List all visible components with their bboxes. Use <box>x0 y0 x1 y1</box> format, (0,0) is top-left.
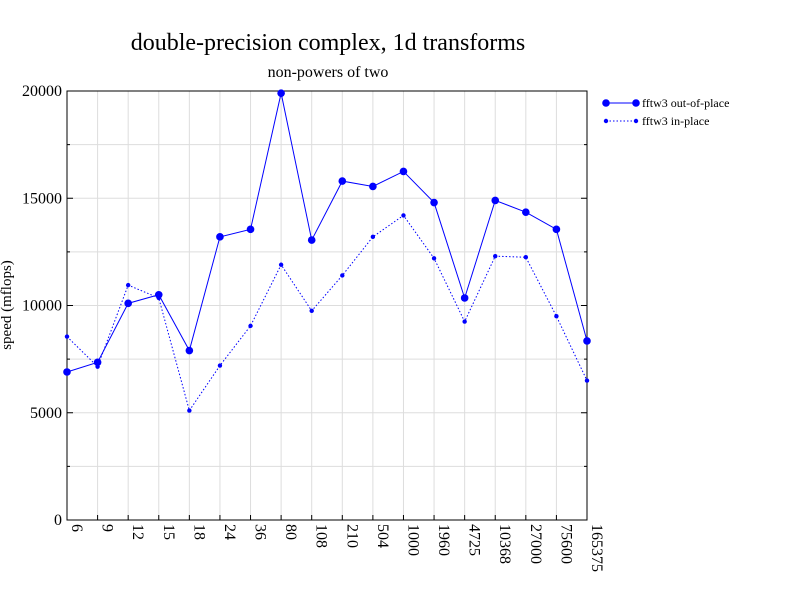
x-tick-label: 15 <box>160 524 177 540</box>
series-line-1 <box>66 93 588 373</box>
chart-title: double-precision complex, 1d transforms <box>131 30 526 56</box>
x-tick-label: 18 <box>190 524 207 540</box>
y-tick-label: 0 <box>54 512 62 529</box>
data-point <box>309 308 314 314</box>
data-point <box>124 299 132 308</box>
data-point <box>63 368 71 376</box>
x-tick-label: 1000 <box>404 524 421 556</box>
y-tick-label: 5000 <box>30 405 62 422</box>
data-point <box>583 337 591 345</box>
data-point <box>216 233 224 241</box>
series-line-2 <box>66 214 588 412</box>
data-point <box>95 364 100 369</box>
y-axis: 0 5000 10000 15000 20000 <box>22 83 587 529</box>
data-point <box>246 225 255 234</box>
data-point <box>431 256 437 261</box>
data-point <box>430 198 438 207</box>
x-tick-label: 504 <box>374 524 391 548</box>
x-tick-label: 9 <box>99 524 116 532</box>
series-group <box>63 89 591 413</box>
data-point <box>369 182 377 191</box>
x-tick-label: 4725 <box>466 524 483 556</box>
data-point <box>584 378 590 383</box>
data-point <box>187 408 192 413</box>
y-tick-label: 20000 <box>22 83 62 100</box>
legend-marker <box>632 99 640 107</box>
x-tick-label: 24 <box>221 524 238 540</box>
data-point <box>125 282 131 288</box>
x-tick-label: 27000 <box>527 524 544 564</box>
x-tick-label: 165375 <box>588 524 605 572</box>
data-point <box>554 314 559 319</box>
legend: fftw3 out-of-place fftw3 in-place <box>602 96 729 128</box>
x-tick-label: 1960 <box>435 524 452 556</box>
data-point <box>552 225 561 234</box>
data-point <box>523 255 529 260</box>
x-tick-label: 210 <box>343 524 360 548</box>
data-point <box>185 346 194 355</box>
data-point <box>156 295 161 301</box>
legend-marker <box>602 99 610 107</box>
data-point <box>338 177 347 185</box>
data-point <box>248 323 253 329</box>
x-tick-label: 6 <box>68 524 85 532</box>
y-axis-label: speed (mflops) <box>0 260 15 350</box>
data-point <box>307 236 316 244</box>
data-point <box>64 334 70 339</box>
x-tick-label: 12 <box>129 524 146 540</box>
data-point <box>370 234 376 240</box>
data-point <box>460 294 469 302</box>
legend-label: fftw3 out-of-place <box>642 96 729 110</box>
x-tick-label: 10368 <box>496 524 513 564</box>
data-point <box>462 319 467 324</box>
legend-label: fftw3 in-place <box>642 114 709 128</box>
legend-marker <box>603 118 609 124</box>
x-tick-label: 108 <box>313 524 330 548</box>
data-point <box>278 262 284 267</box>
data-point <box>154 290 163 299</box>
data-point <box>399 167 408 176</box>
data-point <box>522 208 530 216</box>
x-tick-label: 75600 <box>557 524 574 564</box>
data-point <box>493 253 498 259</box>
data-point <box>491 196 500 205</box>
data-point <box>217 363 223 368</box>
x-tick-label: 80 <box>282 524 299 540</box>
y-tick-label: 15000 <box>22 190 62 207</box>
data-point <box>277 89 285 97</box>
data-point <box>401 213 406 218</box>
data-point <box>340 273 345 278</box>
x-axis: 6 9 12 15 18 24 36 80 108 210 504 1000 1960 4725 10368… <box>66 515 605 572</box>
chart-subtitle: non-powers of two <box>268 64 389 81</box>
x-tick-label: 36 <box>252 524 269 540</box>
grid <box>67 91 587 520</box>
y-tick-label: 10000 <box>22 298 62 315</box>
legend-marker <box>633 118 639 124</box>
